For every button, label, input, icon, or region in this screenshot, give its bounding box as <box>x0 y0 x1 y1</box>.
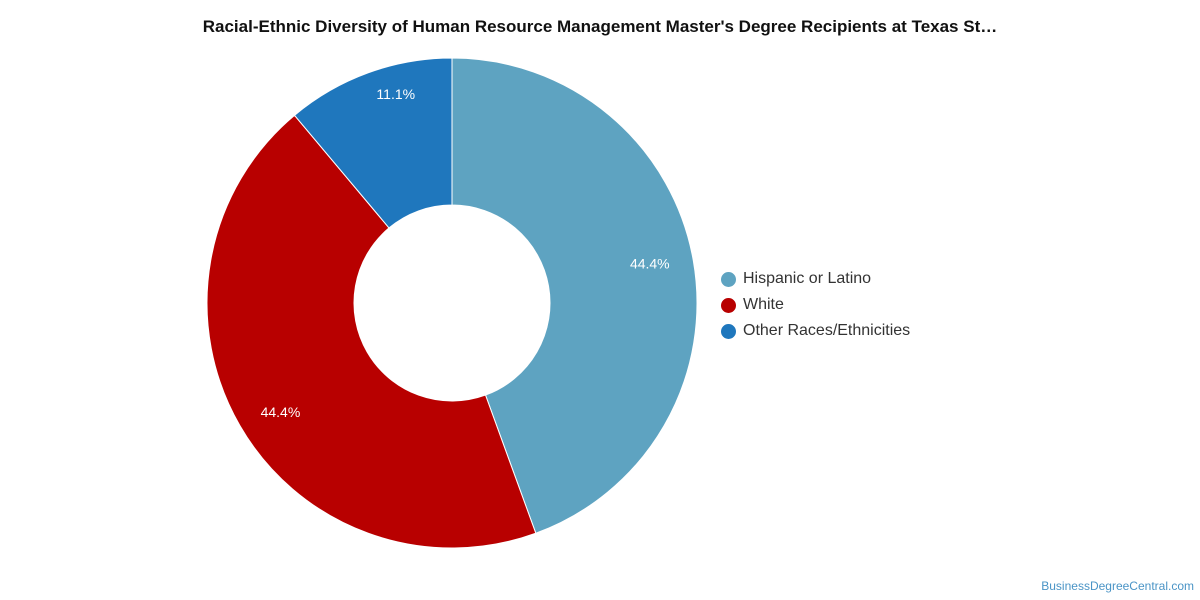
slice-label: 44.4% <box>630 255 670 271</box>
slice-label: 44.4% <box>261 404 301 420</box>
chart-title: Racial-Ethnic Diversity of Human Resourc… <box>202 17 998 36</box>
legend-label: White <box>743 296 784 313</box>
chart-legend: Hispanic or Latino White Other Races/Ethni… <box>721 266 910 344</box>
legend-label: Hispanic or Latino <box>743 270 872 287</box>
slice-other-races-ethnicities[interactable] <box>293 57 453 229</box>
slice-white[interactable] <box>206 114 537 549</box>
legend-marker <box>721 271 736 287</box>
source-credit[interactable]: BusinessDegreeCentral.com <box>1041 579 1194 593</box>
legend-marker <box>721 297 736 313</box>
slice-hispanic-or-latino[interactable] <box>451 57 698 534</box>
legend-item[interactable]: White <box>721 292 910 318</box>
slice-label: 11.1% <box>376 86 415 102</box>
legend-item[interactable]: Hispanic or Latino <box>721 266 910 292</box>
legend-label: Other Races/Ethnicities <box>743 322 911 339</box>
legend-item[interactable]: Other Races/Ethnicities <box>721 318 910 344</box>
legend-marker <box>721 323 736 339</box>
